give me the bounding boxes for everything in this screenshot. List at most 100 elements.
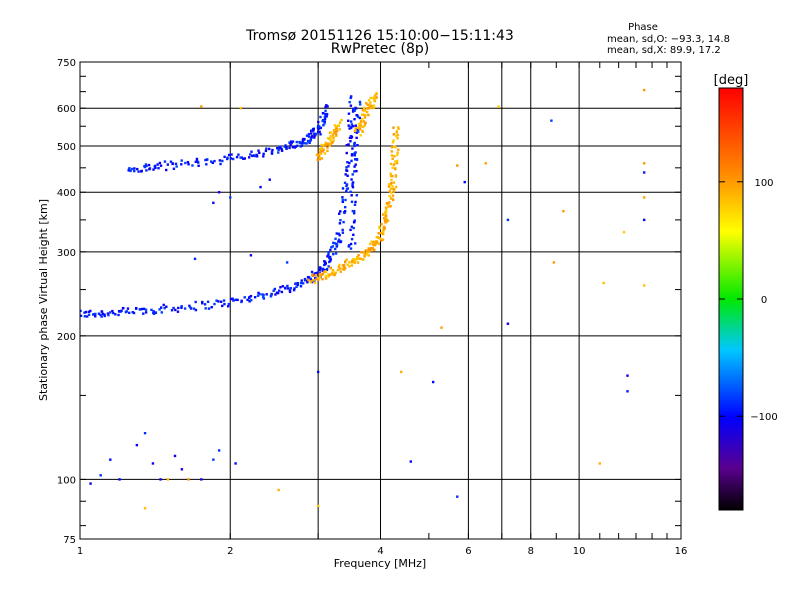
echo-point [144, 308, 148, 311]
echo-point [367, 107, 370, 110]
echo-point [395, 161, 399, 165]
stats-heading: Phase [628, 22, 658, 33]
echo-point [391, 198, 395, 202]
echo-point [273, 287, 277, 291]
echo-point [390, 181, 393, 185]
stats-o-line: mean, sd,O: −93.3, 14.8 [607, 34, 730, 45]
echo-point [334, 247, 337, 251]
echo-point [152, 310, 155, 313]
echo-point [100, 315, 103, 318]
echo-point [289, 140, 293, 143]
echo-point [265, 293, 268, 296]
echo-point [363, 109, 367, 112]
echo-point [349, 96, 352, 100]
echo-point [317, 278, 320, 281]
echo-point [394, 175, 398, 178]
echo-point [172, 167, 176, 170]
echo-point [390, 178, 393, 182]
echo-point [345, 144, 348, 147]
echo-point [311, 134, 314, 138]
echo-point [200, 105, 203, 108]
echo-point [285, 261, 289, 264]
echo-point [359, 125, 362, 128]
echo-point [349, 242, 353, 246]
echo-point [341, 200, 344, 204]
echo-point [353, 165, 356, 168]
y-tick-label: 75 [63, 535, 76, 546]
echo-point [392, 163, 396, 167]
echo-point [180, 468, 184, 471]
echo-point [319, 115, 322, 119]
echo-point [384, 215, 387, 219]
echo-point [210, 305, 213, 309]
echo-point [384, 214, 388, 217]
echo-point [262, 155, 265, 158]
echo-point [301, 140, 304, 143]
y-tick-label: 600 [57, 104, 76, 115]
echo-point [171, 162, 174, 166]
echo-point [377, 242, 380, 245]
echo-point [335, 134, 338, 137]
echo-point [187, 478, 190, 481]
echo-point [389, 197, 393, 200]
echo-point [262, 295, 265, 299]
echo-point [332, 129, 336, 132]
echo-point [369, 101, 372, 104]
echo-point [295, 140, 298, 144]
echo-point [339, 219, 342, 222]
echo-point [329, 135, 332, 138]
echo-point [373, 95, 376, 98]
echo-point [409, 460, 412, 463]
echo-point [350, 153, 354, 156]
echo-point [97, 312, 101, 315]
echo-point [431, 380, 435, 384]
echo-point [375, 240, 379, 244]
echo-point [270, 293, 273, 297]
echo-point [353, 203, 357, 206]
echo-point [322, 123, 325, 127]
echo-point [308, 141, 311, 145]
echo-point [395, 131, 398, 134]
echo-point [204, 307, 207, 310]
echo-point [327, 251, 330, 254]
echo-point [349, 104, 353, 107]
echo-point [281, 285, 285, 288]
echo-point [280, 147, 283, 151]
echo-point [351, 124, 355, 128]
echo-point [354, 127, 357, 130]
echo-point [180, 306, 183, 309]
echo-point [357, 254, 360, 257]
echo-point [463, 180, 466, 184]
echo-point [348, 265, 351, 268]
echo-point [335, 127, 339, 130]
echo-point [353, 153, 356, 157]
echo-point [188, 306, 192, 309]
echo-point [345, 169, 348, 172]
echo-point [94, 312, 97, 316]
echo-point [316, 130, 320, 134]
echo-point [358, 116, 361, 120]
echo-point [335, 232, 338, 235]
echo-point [324, 270, 328, 274]
echo-point [240, 300, 243, 304]
echo-point [278, 146, 281, 150]
echo-point [393, 154, 396, 158]
echo-point [354, 200, 357, 204]
echo-point [344, 198, 347, 202]
echo-point [331, 140, 334, 144]
echo-point [180, 163, 183, 166]
echo-point [331, 133, 335, 137]
echo-point [330, 246, 333, 249]
echo-point [294, 282, 298, 285]
y-tick-label: 400 [57, 188, 76, 199]
echo-point [642, 171, 646, 174]
echo-point [353, 129, 357, 133]
echo-point [318, 275, 322, 279]
echo-point [310, 132, 313, 135]
echo-point [310, 136, 313, 139]
echo-point [194, 308, 198, 312]
echo-point [294, 145, 297, 148]
colorbar-tick-label: −100 [750, 412, 777, 423]
echo-point [339, 270, 342, 273]
echo-point [353, 144, 356, 148]
